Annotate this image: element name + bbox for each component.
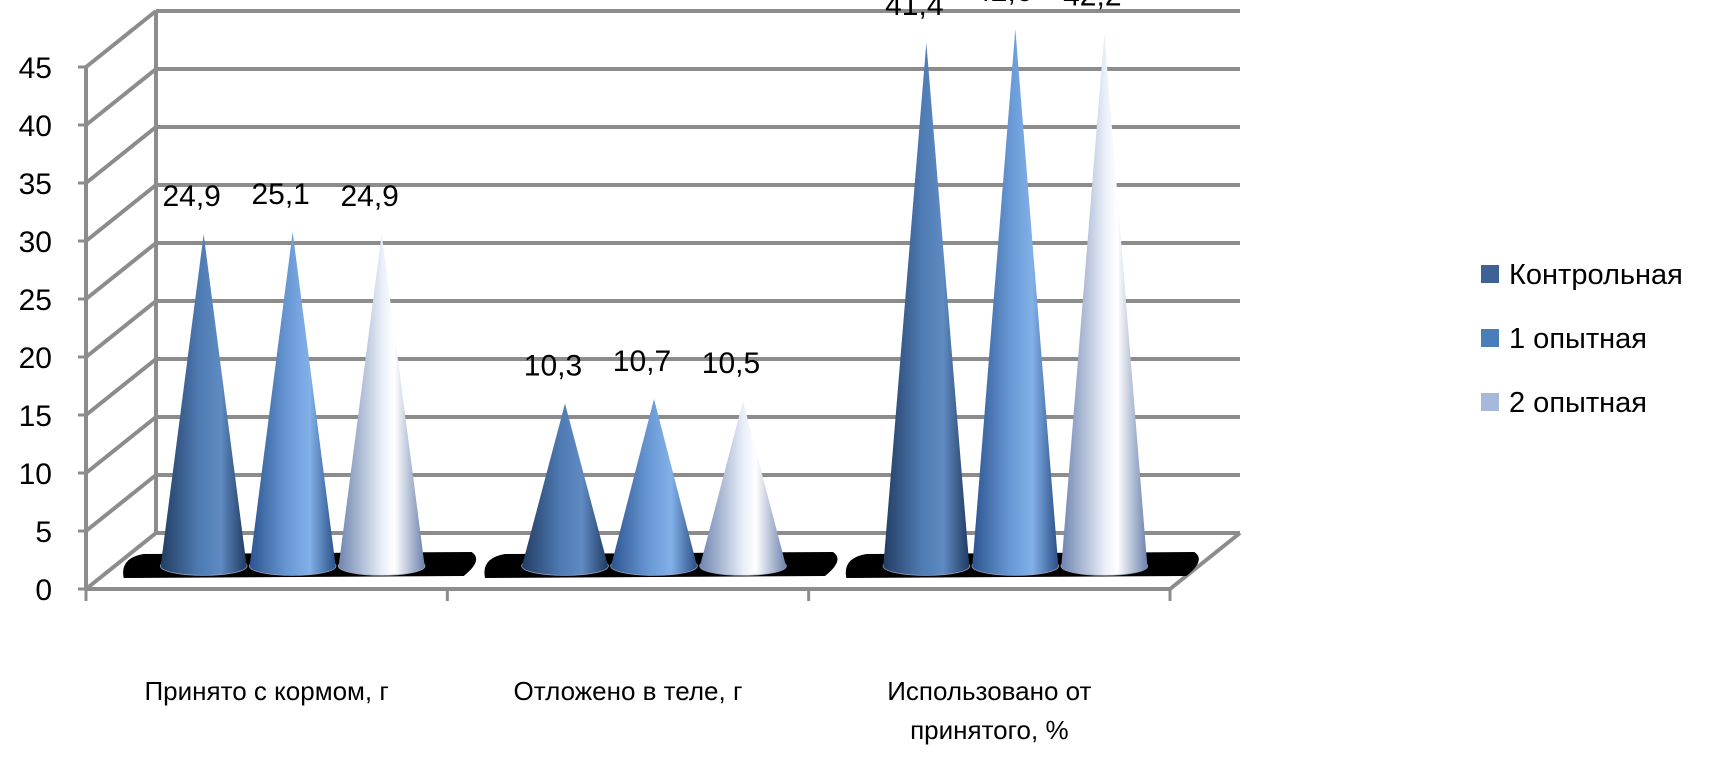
- gridline-wall: [84, 299, 158, 359]
- y-tick-label: 25: [19, 284, 52, 317]
- legend-label: 2 опытная: [1509, 387, 1647, 419]
- gridline-wall: [84, 357, 158, 417]
- data-label: 42,2: [1063, 0, 1121, 12]
- data-label: 24,9: [162, 180, 220, 213]
- cone-bar: [972, 28, 1059, 575]
- data-label: 10,5: [702, 347, 760, 380]
- cone-bar: [1061, 33, 1148, 576]
- gridline-wall: [84, 125, 158, 185]
- gridline-wall: [84, 415, 158, 475]
- y-tick-label: 40: [19, 110, 52, 143]
- gridline-wall: [84, 241, 158, 301]
- cone-bar: [611, 398, 697, 575]
- legend-label: 1 опытная: [1509, 323, 1647, 355]
- y-tick-label: 5: [35, 516, 52, 549]
- legend-swatch: [1481, 329, 1499, 347]
- category-label: принятого, %: [910, 715, 1069, 745]
- cone-bar: [522, 403, 608, 575]
- category-label: Принято с кормом, г: [144, 676, 388, 706]
- y-tick-label: 30: [19, 226, 52, 259]
- data-label: 10,3: [524, 350, 582, 383]
- legend: Контрольная 1 опытная 2 опытная: [1481, 259, 1683, 419]
- data-label: 24,9: [340, 180, 398, 213]
- cone-bar: [700, 401, 786, 575]
- data-label: 41,4: [885, 0, 943, 22]
- axes-layer: 0 5 10 15 20 25 30 35 40 45: [19, 9, 1242, 607]
- gridline-wall: [84, 9, 158, 69]
- data-label: 25,1: [251, 178, 309, 211]
- legend-swatch: [1481, 393, 1499, 411]
- cones-layer: [159, 28, 1149, 576]
- gridline-wall: [84, 531, 158, 591]
- gridline-wall: [84, 183, 158, 243]
- cone-bar: [883, 42, 970, 575]
- cone-bar: [338, 234, 425, 575]
- cone-bar: [160, 234, 247, 575]
- labels-layer: Принято с кормом, г Отложено в теле, г Исп…: [144, 0, 1121, 745]
- y-tick-label: 15: [19, 400, 52, 433]
- y-tick-label: 45: [19, 52, 52, 85]
- category-label: Отложено в теле, г: [514, 676, 743, 706]
- data-label: 10,7: [613, 345, 671, 378]
- data-label: 42,6: [974, 0, 1032, 8]
- gridline-wall: [84, 67, 158, 127]
- y-tick-label: 10: [19, 458, 52, 491]
- y-tick-label: 20: [19, 342, 52, 375]
- y-tick-label: 35: [19, 168, 52, 201]
- legend-swatch: [1481, 265, 1499, 283]
- y-tick-label: 0: [35, 574, 52, 607]
- category-label: Использовано от: [887, 676, 1091, 706]
- floor-edge: [1168, 531, 1242, 591]
- legend-label: Контрольная: [1509, 259, 1683, 291]
- cone-bar: [249, 231, 336, 575]
- gridline-wall: [84, 473, 158, 533]
